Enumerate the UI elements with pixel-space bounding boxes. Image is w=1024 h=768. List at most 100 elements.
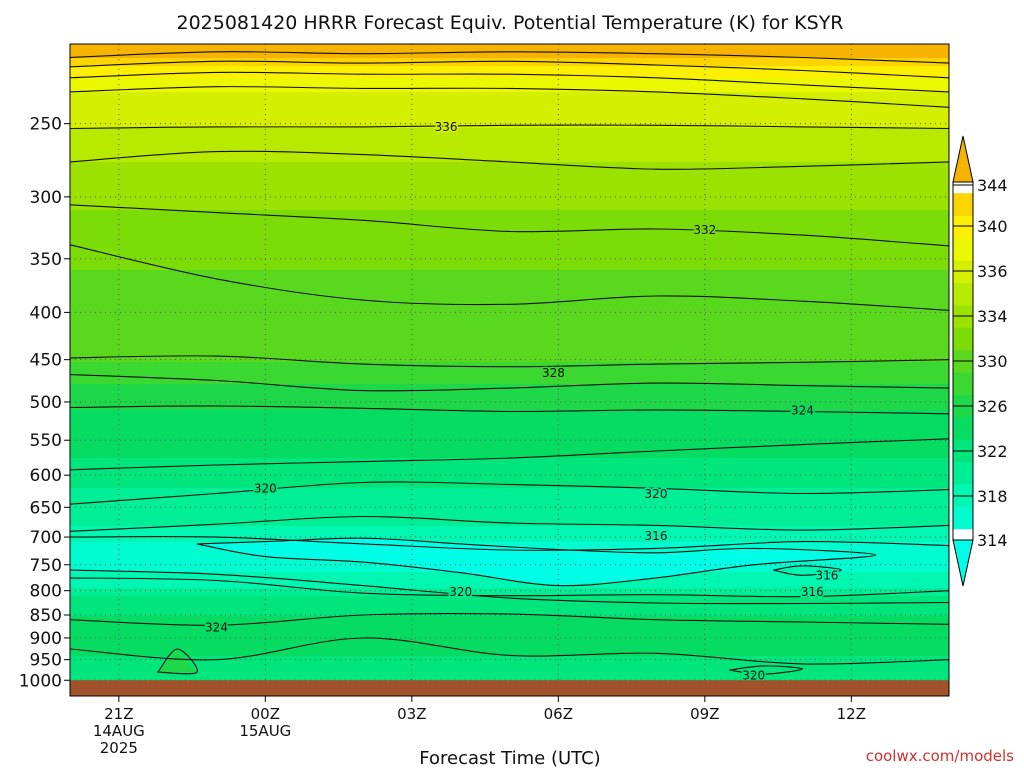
theta-band: [70, 234, 949, 237]
theta-band: [70, 516, 949, 519]
theta-band: [70, 404, 949, 407]
theta-band: [70, 536, 949, 539]
theta-band: [70, 76, 949, 79]
x-tick-date: 14AUG: [93, 722, 145, 740]
theta-band: [70, 406, 949, 409]
theta-band: [70, 188, 949, 191]
theta-band: [70, 342, 949, 345]
x-tick-label: 06Z: [544, 705, 573, 723]
theta-band: [70, 586, 949, 589]
theta-band: [70, 638, 949, 641]
theta-band: [70, 104, 949, 107]
theta-band: [70, 86, 949, 89]
theta-band: [70, 196, 949, 199]
y-tick-label: 300: [30, 188, 62, 208]
colorbar-tick-label: 330: [977, 352, 1008, 371]
colorbar-tick-label: 336: [977, 262, 1008, 281]
theta-band: [70, 616, 949, 619]
theta-band: [70, 316, 949, 319]
theta-band: [70, 386, 949, 389]
theta-band: [70, 280, 949, 283]
contour-line-318: [69, 515, 950, 532]
theta-band: [70, 250, 949, 253]
contour-label: 324: [205, 621, 228, 635]
contour-line-342: [69, 60, 950, 79]
contour-loop-320: [729, 665, 804, 675]
theta-band: [70, 460, 949, 463]
contour-label: 320: [449, 585, 472, 599]
theta-band: [70, 398, 949, 401]
theta-band: [70, 288, 949, 291]
theta-band: [70, 440, 949, 443]
theta-band: [70, 106, 949, 109]
theta-band: [70, 232, 949, 235]
theta-band: [70, 228, 949, 231]
theta-band: [70, 372, 949, 375]
contour-line-324: [69, 612, 950, 626]
theta-band: [70, 394, 949, 397]
theta-band: [70, 84, 949, 87]
theta-band: [70, 668, 949, 671]
contour-line-340: [69, 71, 950, 93]
theta-band: [70, 540, 949, 543]
colorbar-tick-label: 322: [977, 442, 1008, 461]
theta-band: [70, 258, 949, 261]
theta-band: [70, 260, 949, 263]
theta-band: [70, 118, 949, 121]
theta-band: [70, 68, 949, 71]
x-tick-label: 12Z: [837, 705, 866, 723]
theta-band: [70, 392, 949, 395]
y-tick-label: 350: [30, 250, 62, 270]
theta-band: [70, 308, 949, 311]
x-tick-label: 00Z: [251, 705, 280, 723]
theta-band: [70, 292, 949, 295]
theta-band: [70, 202, 949, 205]
theta-band: [70, 184, 949, 187]
theta-band: [70, 194, 949, 197]
theta-band: [70, 648, 949, 651]
contour-loop-316: [773, 565, 843, 576]
theta-band: [70, 664, 949, 667]
theta-band: [70, 362, 949, 365]
theta-band: [70, 600, 949, 603]
theta-band: [70, 438, 949, 441]
contour-labels: 336 332 328 324 320 320 316 316 316 320 324 320: [204, 118, 840, 684]
colorbar-top-arrow: [952, 135, 974, 183]
theta-band: [70, 368, 949, 371]
theta-band: [70, 302, 949, 305]
theta-band: [70, 352, 949, 355]
theta-band: [70, 78, 949, 81]
theta-band: [70, 358, 949, 361]
contour-lines: [69, 51, 950, 675]
theta-band: [70, 526, 949, 529]
theta-band: [70, 346, 949, 349]
theta-band: [70, 658, 949, 661]
theta-band: [70, 66, 949, 69]
colorbar-swatch: [953, 327, 973, 351]
theta-band: [70, 428, 949, 431]
theta-band: [70, 306, 949, 309]
colorbar-swatch: [953, 506, 973, 530]
plot-frame: [69, 43, 950, 697]
theta-band: [70, 182, 949, 185]
theta-band: [70, 414, 949, 417]
theta-band: [70, 520, 949, 523]
colorbar-swatch: [953, 193, 973, 216]
theta-band: [70, 162, 949, 165]
theta-band: [70, 480, 949, 483]
theta-band: [70, 166, 949, 169]
theta-band: [70, 364, 949, 367]
theta-band: [70, 176, 949, 179]
theta-band: [70, 114, 949, 117]
theta-band: [70, 82, 949, 85]
theta-band: [70, 476, 949, 479]
theta-band: [70, 242, 949, 245]
theta-band: [70, 422, 949, 425]
theta-band: [70, 582, 949, 585]
theta-band: [70, 338, 949, 341]
theta-band: [70, 402, 949, 405]
contour-loop-324: [156, 648, 198, 675]
theta-band: [70, 538, 949, 541]
theta-band: [70, 350, 949, 353]
theta-band: [70, 96, 949, 99]
